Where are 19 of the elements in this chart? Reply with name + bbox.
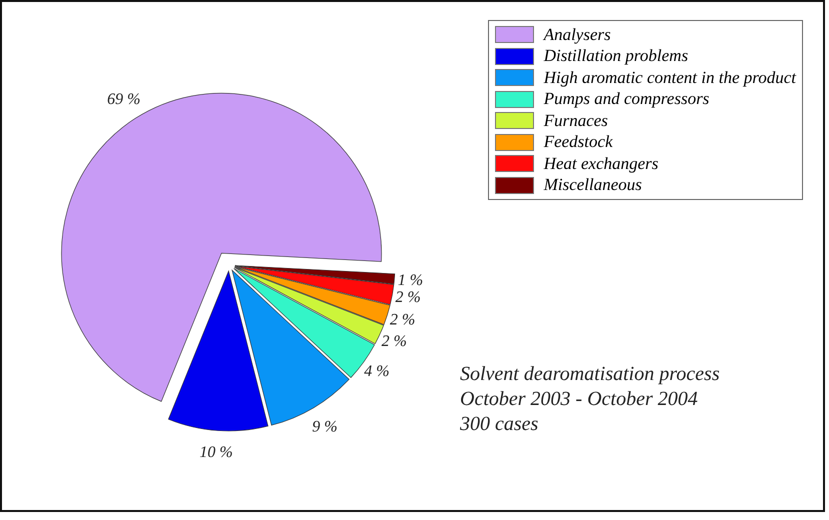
legend-label: Pumps and compressors (544, 89, 710, 110)
data-label: 2 % (382, 332, 407, 350)
legend-label: High aromatic content in the product (544, 68, 796, 88)
data-label: 4 % (364, 362, 390, 380)
data-label: 2 % (395, 288, 421, 306)
text: October 2003 - October 2004 (460, 388, 698, 410)
data-label: 10 % (200, 444, 233, 462)
text: Solvent dearomatisation process (460, 363, 720, 385)
legend-label: Miscellaneous (544, 175, 642, 196)
data-label: 9 % (312, 418, 338, 436)
legend-label: Furnaces (544, 110, 608, 131)
data-label: 69 % (107, 91, 140, 108)
legend-label: Analysers (544, 24, 611, 45)
data-label: 2 % (390, 311, 416, 328)
data-label: 1 % (398, 272, 424, 289)
legend-label: Distillation problems (544, 46, 688, 66)
legend-label: Feedstock (544, 132, 613, 152)
text: 300 cases (460, 413, 538, 435)
legend-label: Heat exchangers (544, 154, 658, 174)
